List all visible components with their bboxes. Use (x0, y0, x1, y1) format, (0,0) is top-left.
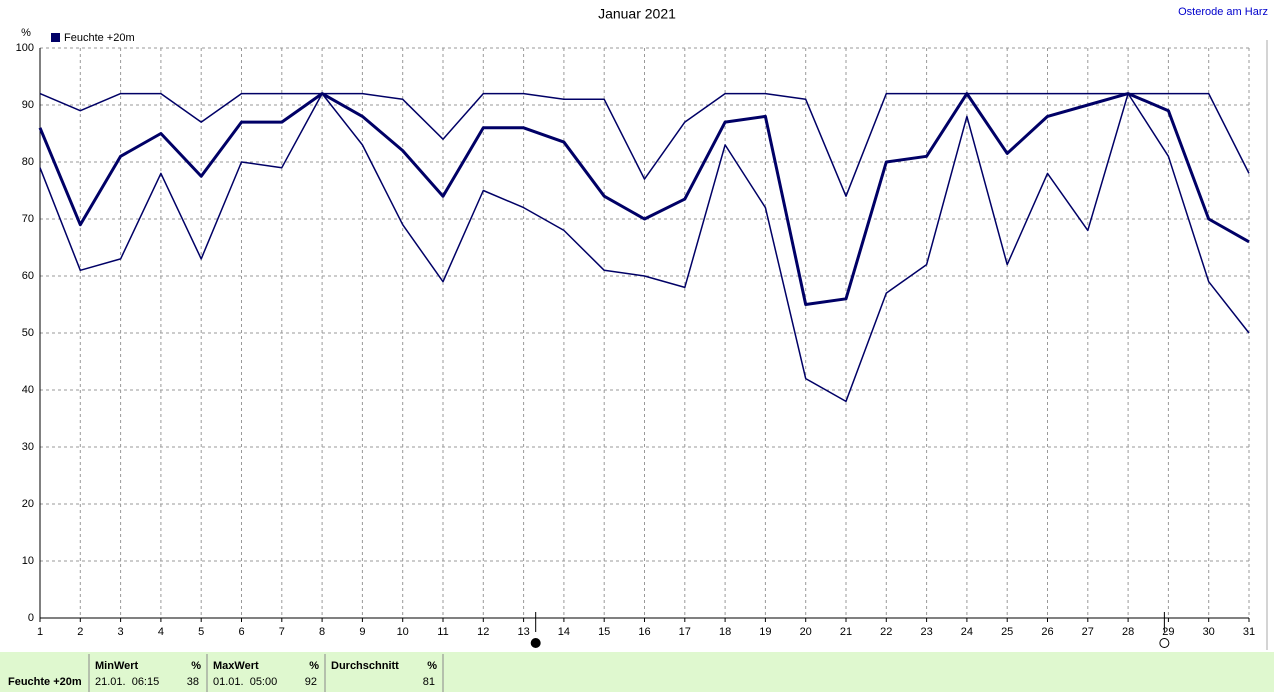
x-tick-label: 18 (719, 626, 731, 638)
data-line (38, 92, 1250, 306)
y-tick-label: 40 (22, 384, 34, 396)
x-tick-label: 3 (118, 626, 124, 638)
y-tick-label: 20 (22, 498, 34, 510)
x-tick-label: 17 (679, 626, 691, 638)
summary-value: 92 (305, 676, 317, 688)
x-tick-label: 1 (37, 626, 43, 638)
x-tick-label: 21 (840, 626, 852, 638)
x-tick-label: 15 (598, 626, 610, 638)
x-tick-label: 10 (397, 626, 409, 638)
summary-unit: % (427, 660, 437, 672)
y-tick-label: 50 (22, 327, 34, 339)
x-tick-label: 7 (279, 626, 285, 638)
summary-value: 81 (423, 676, 435, 688)
summary-header: MinWert (95, 660, 139, 672)
data-line (39, 92, 1250, 403)
x-tick-label: 23 (920, 626, 932, 638)
x-tick-label: 27 (1082, 626, 1094, 638)
data-line (39, 92, 1250, 197)
x-tick-label: 31 (1243, 626, 1255, 638)
x-tick-label: 16 (638, 626, 650, 638)
moon-phase (1159, 638, 1170, 648)
x-tick-label: 13 (517, 626, 529, 638)
moon-phase (530, 638, 541, 648)
y-unit: % (21, 27, 31, 39)
x-tick-label: 2 (77, 626, 83, 638)
y-tick-label: 70 (22, 213, 34, 225)
summary-table: Feuchte +20m MinWert % 21.01. 06:15 38 MaxWe… (8, 654, 444, 692)
y-tick-label: 80 (22, 156, 34, 168)
y-tick-label: 0 (28, 612, 34, 624)
x-tick-label: 20 (800, 626, 812, 638)
x-tick-label: 6 (238, 626, 244, 638)
x-tick-label: 25 (1001, 626, 1013, 638)
x-tick-label: 14 (558, 626, 570, 638)
x-tick-label: 12 (477, 626, 489, 638)
x-tick-label: 28 (1122, 626, 1134, 638)
y-tick-label: 30 (22, 441, 34, 453)
x-tick-label: 24 (961, 626, 973, 638)
summary-when: 01.01. 05:00 (213, 676, 277, 688)
x-tick-label: 4 (158, 626, 164, 638)
legend-swatch (51, 33, 60, 42)
summary-when: 21.01. 06:15 (95, 676, 159, 688)
summary-header: MaxWert (213, 660, 259, 672)
x-tick-label: 29 (1162, 626, 1174, 638)
x-tick-label: 30 (1203, 626, 1215, 638)
summary-label: Feuchte +20m (8, 676, 82, 688)
x-tick-label: 5 (198, 626, 204, 638)
location: Osterode am Harz (1178, 6, 1268, 18)
x-tick-label: 22 (880, 626, 892, 638)
y-tick-label: 60 (22, 270, 34, 282)
x-tick-label: 11 (437, 626, 448, 638)
x-tick-label: 26 (1041, 626, 1053, 638)
y-tick-label: 10 (22, 555, 34, 567)
summary-header: Durchschnitt (331, 660, 399, 672)
summary-unit: % (191, 660, 201, 672)
x-tick-label: 19 (759, 626, 771, 638)
x-tick-label: 8 (319, 626, 325, 638)
summary-unit: % (309, 660, 319, 672)
summary-value: 38 (187, 676, 199, 688)
x-tick-label: 9 (359, 626, 365, 638)
legend-label: Feuchte +20m (64, 32, 135, 44)
chart-title: Januar 2021 (598, 6, 676, 22)
y-tick-label: 90 (22, 99, 34, 111)
summary-band (0, 652, 1274, 692)
y-tick-label: 100 (16, 42, 34, 54)
